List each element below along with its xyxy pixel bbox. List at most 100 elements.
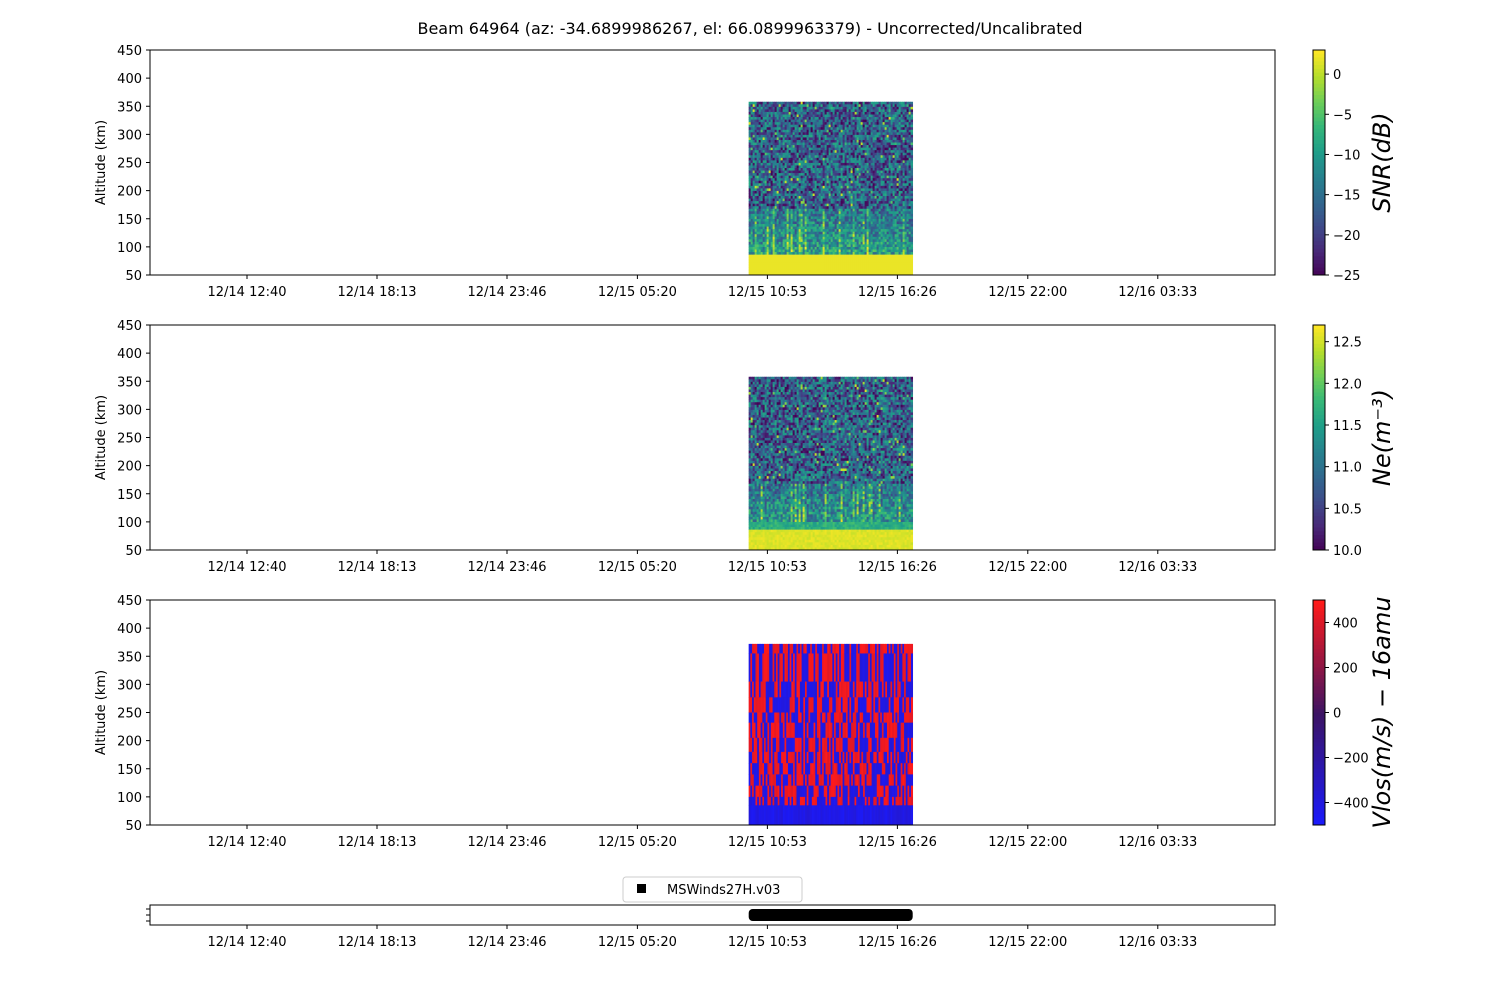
ytick-label: 400 [117, 347, 142, 362]
legend-box [622, 876, 803, 903]
figure-title: Beam 64964 (az: -34.6899986267, el: 66.0… [417, 19, 1082, 38]
ytick-label: 150 [117, 213, 142, 228]
xtick-label: 12/15 10:53 [728, 935, 807, 950]
vlos-colorbar: 400 200 0 −200 −400 Vlos(m/s) − 16amu [1312, 596, 1396, 829]
xtick-label: 12/15 22:00 [988, 835, 1067, 850]
coverage-axes-frame [149, 904, 1276, 926]
xtick-label: 12/15 22:00 [988, 935, 1067, 950]
vlos-colorbar-label: Vlos(m/s) − 16amu [1368, 596, 1396, 828]
colorbar-frame [1312, 324, 1326, 551]
ytick-label: 50 [125, 544, 142, 559]
xtick-label: 12/15 10:53 [728, 285, 807, 300]
ytick-label: 450 [117, 594, 142, 609]
colorbar-tick-label: −5 [1333, 108, 1352, 123]
xtick-label: 12/14 18:13 [337, 835, 416, 850]
xtick-label: 12/15 16:26 [858, 935, 937, 950]
ytick-label: 350 [117, 100, 142, 115]
ne-heatmap [748, 376, 914, 551]
xtick-label: 12/14 12:40 [207, 285, 286, 300]
ne-colorbar-label: Ne(m⁻³) [1368, 389, 1396, 486]
coverage-bar [748, 909, 913, 921]
xtick-label: 12/14 23:46 [467, 285, 546, 300]
ytick-label: 200 [117, 460, 142, 475]
ytick-label: 150 [117, 488, 142, 503]
ne-axes-frame [149, 324, 1276, 551]
colorbar-tick-label: 12.0 [1333, 377, 1362, 392]
ytick-label: 300 [117, 678, 142, 693]
ylabel: Altitude (km) [94, 670, 109, 755]
xtick-label: 12/14 23:46 [467, 560, 546, 575]
xtick-label: 12/15 16:26 [858, 560, 937, 575]
vlos-axes-frame [149, 599, 1276, 826]
ytick-label: 200 [117, 735, 142, 750]
xtick-label: 12/15 16:26 [858, 285, 937, 300]
ytick-label: 100 [117, 791, 142, 806]
xtick-label: 12/14 12:40 [207, 560, 286, 575]
ytick-label: 50 [125, 269, 142, 284]
xtick-label: 12/14 12:40 [207, 835, 286, 850]
colorbar-tick-label: 11.0 [1333, 461, 1362, 476]
snr-heatmap [748, 101, 914, 276]
xtick-label: 12/14 23:46 [467, 835, 546, 850]
ylabel: Altitude (km) [94, 120, 109, 205]
ytick-label: 450 [117, 319, 142, 334]
colorbar-tick-label: 10.5 [1333, 502, 1362, 517]
panel-vlos: 50 100 150 200 250 300 350 400 450 Altitude (km) 1… [94, 594, 1276, 850]
colorbar-tick-label: 10.0 [1333, 544, 1362, 559]
panel-ne: 50 100 150 200 250 300 350 400 450 Altitude (km) 1… [94, 319, 1276, 575]
xtick-label: 12/14 18:13 [337, 935, 416, 950]
ytick-label: 300 [117, 128, 142, 143]
panels: 50 100 150 200 250 300 350 400 450 Altitude (km) 1… [94, 44, 1276, 850]
xtick-label: 12/15 10:53 [728, 560, 807, 575]
colorbar-tick-label: −10 [1333, 148, 1360, 163]
xtick-label: 12/16 03:33 [1118, 835, 1197, 850]
colorbar-tick-label: −15 [1333, 189, 1360, 204]
colorbar-tick-label: −25 [1333, 269, 1360, 284]
xtick-label: 12/16 03:33 [1118, 285, 1197, 300]
xtick-label: 12/14 12:40 [207, 935, 286, 950]
ytick-label: 250 [117, 707, 142, 722]
xtick-label: 12/15 22:00 [988, 285, 1067, 300]
xtick-label: 12/15 05:20 [598, 285, 677, 300]
colorbars: 0 −5 −10 −15 −20 −25 SNR(dB) 12.5 12.0 11.5 11.0 10… [1312, 49, 1396, 829]
xtick-label: 12/14 23:46 [467, 935, 546, 950]
ytick-label: 150 [117, 763, 142, 778]
xtick-label: 12/15 16:26 [858, 835, 937, 850]
ytick-label: 100 [117, 516, 142, 531]
snr-colorbar: 0 −5 −10 −15 −20 −25 SNR(dB) [1312, 49, 1396, 284]
xtick-label: 12/15 05:20 [598, 835, 677, 850]
coverage-xticks: 12/14 12:40 12/14 18:13 12/14 23:46 12/15 0… [207, 925, 1197, 950]
xtick-label: 12/16 03:33 [1118, 935, 1197, 950]
colorbar-tick-label: −200 [1333, 752, 1369, 767]
ytick-label: 250 [117, 432, 142, 447]
ytick-label: 350 [117, 375, 142, 390]
ytick-label: 200 [117, 185, 142, 200]
ytick-label: 50 [125, 819, 142, 834]
ytick-label: 300 [117, 403, 142, 418]
ylabel: Altitude (km) [94, 395, 109, 480]
vlos-heatmap [748, 643, 914, 826]
ne-colorbar: 12.5 12.0 11.5 11.0 10.5 10.0 Ne(m⁻³) [1312, 324, 1396, 559]
legend-marker [637, 884, 646, 893]
ytick-label: 100 [117, 241, 142, 256]
colorbar-tick-label: 400 [1333, 617, 1358, 632]
colorbar-tick-label: 0 [1333, 68, 1341, 83]
snr-colorbar-label: SNR(dB) [1368, 112, 1396, 212]
ytick-label: 350 [117, 650, 142, 665]
legend-label: MSWinds27H.v03 [667, 883, 780, 898]
coverage-panel: MSWinds27H.v03 12/14 12:40 12/14 18:13 12/… [146, 876, 1276, 950]
xtick-label: 12/16 03:33 [1118, 560, 1197, 575]
ytick-label: 250 [117, 157, 142, 172]
colorbar-tick-label: −400 [1333, 797, 1369, 812]
ytick-label: 450 [117, 44, 142, 59]
xtick-label: 12/15 05:20 [598, 560, 677, 575]
xtick-label: 12/15 05:20 [598, 935, 677, 950]
ytick-label: 400 [117, 72, 142, 87]
colorbar-tick-label: 200 [1333, 662, 1358, 677]
ytick-label: 400 [117, 622, 142, 637]
colorbar-tick-label: 11.5 [1333, 419, 1362, 434]
colorbar-tick-label: 12.5 [1333, 336, 1362, 351]
colorbar-frame [1312, 49, 1326, 276]
xtick-label: 12/14 18:13 [337, 285, 416, 300]
